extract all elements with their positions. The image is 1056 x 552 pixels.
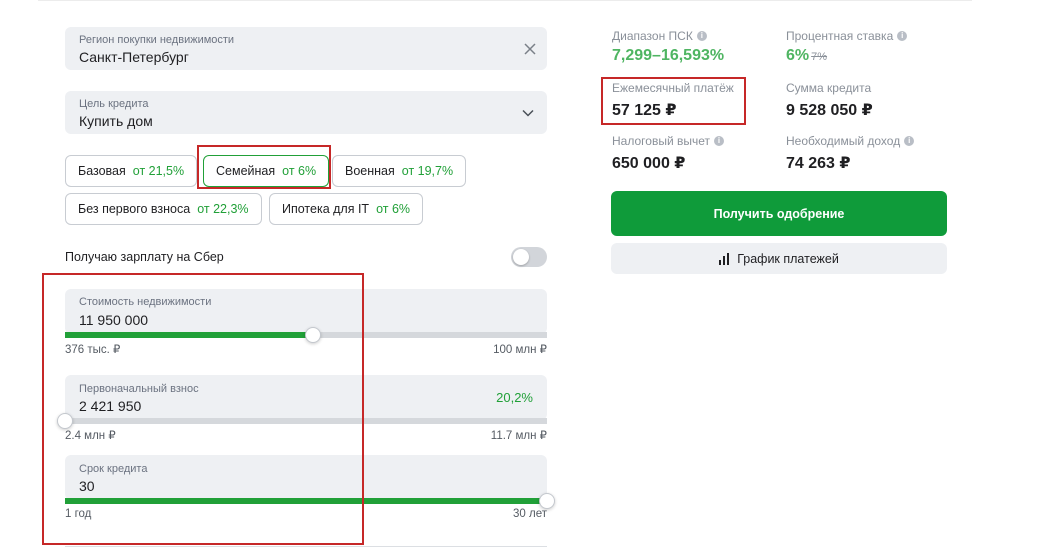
- program-chip-name: Без первого взноса: [78, 202, 191, 216]
- purpose-select[interactable]: Цель кредита Купить дом: [65, 91, 547, 134]
- term-field[interactable]: Срок кредита 30: [65, 455, 547, 500]
- down-payment-percent: 20,2%: [496, 390, 533, 405]
- down-payment-track[interactable]: [65, 418, 547, 424]
- property-cost-min: 376 тыс. ₽: [65, 344, 121, 356]
- program-chip-basic[interactable]: Базовая от 21,5%: [65, 155, 198, 187]
- program-chip-family[interactable]: Семейная от 6%: [203, 155, 330, 187]
- down-payment-label: Первоначальный взнос: [79, 383, 199, 395]
- rate-value-wrap: 6% 7%: [786, 47, 827, 65]
- info-icon[interactable]: i: [897, 31, 908, 41]
- payment-schedule-label: График платежей: [737, 251, 839, 266]
- program-chip-rate: от 19,7%: [401, 164, 454, 178]
- program-chip-rate: от 6%: [376, 202, 411, 216]
- psk-label-text: Диапазон ПСК: [612, 29, 693, 43]
- rate-label: Процентная ставка i: [786, 29, 908, 43]
- term-label: Срок кредита: [79, 463, 148, 475]
- salary-toggle-label: Получаю зарплату на Сбер: [65, 250, 224, 264]
- bar-chart-icon: [719, 252, 730, 265]
- psk-value: 7,299–16,593%: [612, 47, 725, 64]
- payment-value: 57 125 ₽: [612, 102, 677, 119]
- program-chip-military[interactable]: Военная от 19,7%: [332, 155, 467, 187]
- property-cost-field[interactable]: Стоимость недвижимости 11 950 000: [65, 289, 547, 334]
- income-value: 74 263 ₽: [786, 155, 851, 172]
- tax-label-text: Налоговый вычет: [612, 134, 710, 148]
- down-payment-value: 2 421 950: [79, 398, 142, 414]
- program-chip-name: Семейная: [216, 164, 276, 178]
- program-chip-name: Ипотека для IT: [282, 202, 370, 216]
- salary-toggle[interactable]: [511, 247, 547, 267]
- highlight-family-chip: [197, 145, 331, 189]
- chevron-down-icon[interactable]: [517, 102, 539, 124]
- income-label: Необходимый доход i: [786, 134, 915, 148]
- term-value: 30: [79, 478, 95, 494]
- clear-icon[interactable]: [519, 38, 541, 60]
- salary-toggle-knob: [513, 249, 529, 265]
- payment-schedule-button[interactable]: График платежей: [611, 243, 947, 274]
- term-fill: [65, 498, 547, 504]
- region-field[interactable]: Регион покупки недвижимости Санкт-Петерб…: [65, 27, 547, 70]
- region-field-value: Санкт-Петербург: [79, 49, 189, 65]
- down-payment-field[interactable]: Первоначальный взнос 2 421 950 20,2%: [65, 375, 547, 420]
- rate-value: 6%: [786, 47, 810, 64]
- purpose-select-label: Цель кредита: [79, 98, 149, 110]
- term-min: 1 год: [65, 508, 92, 520]
- income-label-text: Необходимый доход: [786, 134, 901, 148]
- property-cost-thumb[interactable]: [305, 327, 322, 343]
- term-thumb[interactable]: [539, 493, 555, 509]
- psk-label: Диапазон ПСК i: [612, 29, 707, 43]
- property-cost-fill: [65, 332, 314, 338]
- get-approval-button[interactable]: Получить одобрение: [611, 191, 947, 236]
- down-payment-min: 2.4 млн ₽: [65, 430, 116, 442]
- program-chip-name: Базовая: [78, 164, 126, 178]
- loan-label: Сумма кредита: [786, 81, 872, 95]
- rate-old-value: 7%: [811, 51, 828, 63]
- info-icon[interactable]: i: [714, 136, 724, 146]
- program-chip-it[interactable]: Ипотека для IT от 6%: [269, 193, 424, 225]
- tax-label: Налоговый вычет i: [612, 134, 724, 148]
- info-icon[interactable]: i: [696, 31, 707, 41]
- program-chip-rate: от 6%: [282, 164, 317, 178]
- highlight-monthly-payment: [601, 77, 746, 125]
- purpose-select-value: Купить дом: [79, 113, 153, 129]
- bottom-divider: [65, 546, 547, 547]
- rate-label-text: Процентная ставка: [786, 29, 894, 43]
- tax-value: 650 000 ₽: [612, 155, 686, 172]
- program-chip-rate: от 22,3%: [197, 202, 249, 216]
- down-payment-thumb[interactable]: [57, 413, 73, 429]
- top-divider: [38, 0, 972, 1]
- info-icon[interactable]: i: [904, 136, 915, 146]
- program-chip-name: Военная: [345, 164, 395, 178]
- loan-value: 9 528 050 ₽: [786, 102, 873, 119]
- payment-label: Ежемесячный платёж: [612, 81, 734, 95]
- program-chip-no-down-payment[interactable]: Без первого взноса от 22,3%: [65, 193, 262, 225]
- highlight-sliders: [42, 273, 364, 545]
- program-chip-rate: от 21,5%: [132, 164, 185, 178]
- term-max: 30 лет: [513, 508, 547, 520]
- property-cost-label: Стоимость недвижимости: [79, 296, 212, 308]
- down-payment-max: 11.7 млн ₽: [490, 430, 547, 442]
- property-cost-max: 100 млн ₽: [493, 344, 547, 356]
- property-cost-value: 11 950 000: [79, 312, 149, 328]
- region-field-label: Регион покупки недвижимости: [79, 34, 235, 46]
